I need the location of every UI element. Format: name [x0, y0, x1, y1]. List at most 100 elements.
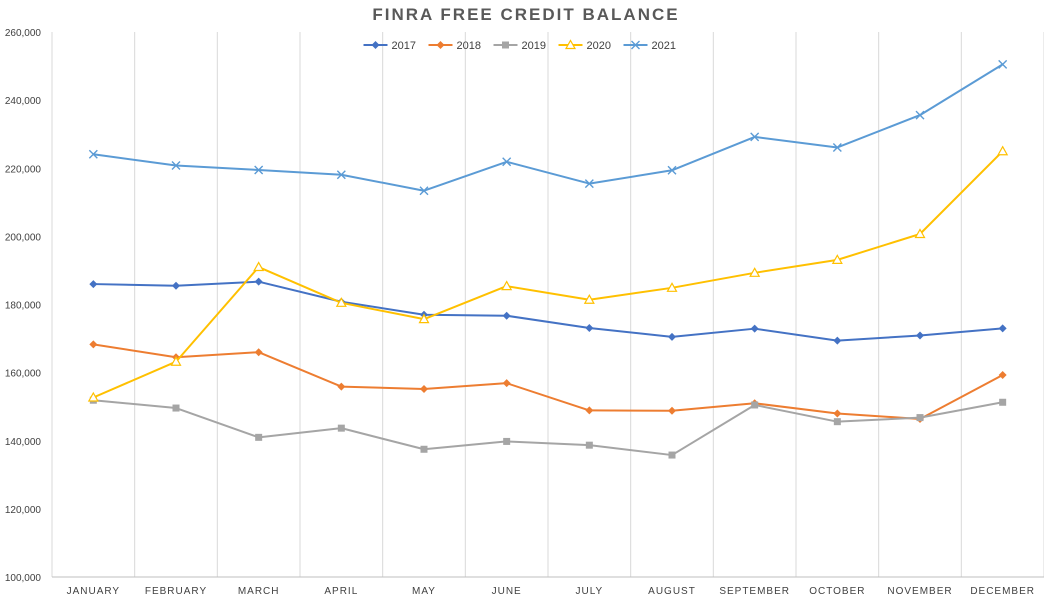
data-point [172, 281, 180, 290]
x-tick-label: OCTOBER [809, 586, 865, 597]
data-point [336, 170, 346, 180]
y-tick-label: 260,000 [5, 28, 42, 39]
legend: 2017 2018 2019 2020 2021 [363, 39, 676, 52]
x-tick-label: DECEMBER [970, 586, 1035, 597]
data-point [998, 371, 1007, 380]
data-point [418, 313, 430, 324]
y-tick-label: 180,000 [5, 301, 42, 312]
legend-marker [564, 39, 577, 50]
x-tick-label: AUGUST [648, 586, 696, 597]
data-point [501, 280, 513, 291]
data-point [585, 406, 594, 415]
data-point [999, 398, 1007, 406]
data-point [254, 165, 264, 175]
data-point [335, 297, 347, 307]
x-tick-label: FEBRUARY [145, 586, 207, 597]
y-tick-label: 100,000 [5, 573, 42, 584]
legend-label: 2018 [457, 40, 481, 52]
data-point [254, 348, 263, 357]
data-point [751, 401, 759, 409]
x-tick-label: MARCH [238, 586, 280, 597]
axes: 100,000 120,000 140,000 160,000 180,000 200,0… [5, 28, 1044, 597]
legend-item-2019: 2019 [493, 40, 546, 52]
x-tick-label: JANUARY [67, 586, 121, 597]
data-point [831, 254, 843, 264]
legend-item-2017: 2017 [363, 40, 416, 52]
data-point [998, 324, 1007, 333]
legend-marker [436, 41, 445, 49]
series-2019 [89, 396, 1007, 459]
legend-marker [631, 40, 640, 50]
legend-marker [371, 41, 380, 49]
data-point [833, 409, 842, 418]
data-point [668, 451, 676, 459]
data-point [87, 391, 99, 402]
data-point [997, 145, 1009, 156]
y-tick-label: 240,000 [5, 96, 42, 107]
y-tick-label: 120,000 [5, 505, 42, 516]
data-point [88, 149, 98, 159]
data-point [666, 282, 678, 292]
data-point [668, 406, 676, 415]
series-line-2020 [92, 150, 1004, 399]
data-point [998, 59, 1008, 69]
series-2020 [87, 145, 1009, 402]
data-point [170, 356, 182, 366]
data-point [502, 379, 511, 388]
y-tick-label: 160,000 [5, 369, 42, 380]
data-point [337, 382, 346, 391]
data-point [750, 324, 759, 333]
data-point [916, 331, 924, 340]
data-point [420, 384, 428, 393]
data-point [420, 445, 428, 453]
data-point [502, 157, 512, 167]
x-tick-label: JULY [575, 586, 603, 597]
data-point [833, 418, 841, 426]
vertical-gridlines [51, 32, 1044, 577]
series-line-2019 [93, 399, 1003, 457]
data-point [916, 414, 924, 422]
y-tick-label: 140,000 [5, 437, 42, 448]
legend-marker [502, 41, 509, 49]
data-point [583, 294, 595, 304]
data-point [749, 267, 761, 277]
chart-title: FINRA FREE CREDIT BALANCE [372, 5, 679, 24]
series-2021 [88, 59, 1008, 196]
data-point [337, 424, 345, 432]
legend-label: 2017 [392, 40, 416, 52]
data-point [667, 165, 677, 175]
x-tick-label: SEPTEMBER [719, 586, 790, 597]
y-tick-label: 220,000 [5, 164, 42, 175]
x-tick-label: JUNE [492, 586, 522, 597]
x-tick-label: NOVEMBER [887, 586, 952, 597]
data-point [668, 332, 676, 341]
data-point [502, 311, 511, 320]
data-point [915, 110, 925, 120]
x-tick-label: MAY [412, 586, 436, 597]
data-point [89, 340, 98, 349]
legend-item-2020: 2020 [558, 39, 611, 52]
y-tick-label: 200,000 [5, 232, 42, 243]
legend-label: 2021 [652, 40, 676, 52]
data-point [171, 161, 181, 171]
data-point [584, 179, 594, 189]
series-line-2018 [93, 343, 1004, 420]
data-point [254, 277, 263, 286]
data-point [255, 433, 263, 441]
data-point [585, 441, 593, 449]
data-point [833, 336, 842, 345]
legend-item-2018: 2018 [428, 40, 481, 52]
data-point [419, 186, 429, 196]
data-point [832, 142, 842, 152]
data-point [914, 228, 926, 239]
series-lines [87, 59, 1009, 459]
data-point [585, 324, 594, 333]
legend-label: 2020 [587, 40, 611, 52]
data-point [253, 261, 265, 272]
x-tick-label: APRIL [324, 586, 358, 597]
data-point [89, 280, 98, 289]
data-point [750, 132, 760, 142]
data-point [172, 404, 180, 412]
